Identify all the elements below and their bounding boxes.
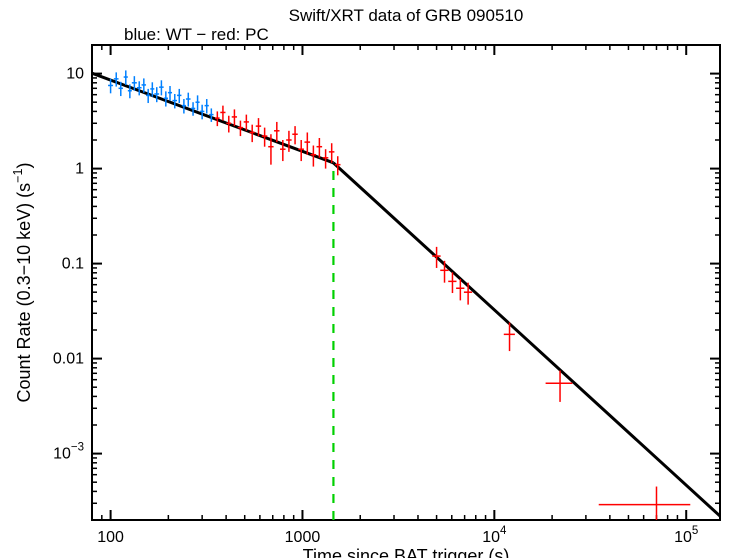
y-tick-label: 1 [75,161,84,178]
x-tick-label: 100 [97,529,124,546]
y-axis-label: Count Rate (0.3−10 keV) (s−1) [11,163,34,403]
chart-title: Swift/XRT data of GRB 090510 [289,6,524,25]
model-line [92,73,333,163]
model-line [333,163,720,516]
x-axis-label: Time since BAT trigger (s) [303,546,510,558]
x-tick-label: 105 [674,525,698,546]
y-tick-label: 10−3 [53,442,84,463]
xrt-lightcurve-figure: 100 1000 104 105 10−3 0.01 0.1 1 10 Swift/XRT dat… [0,0,746,558]
y-tick-label: 10 [66,66,84,83]
plot-frame [92,45,720,520]
chart-subtitle: blue: WT − red: PC [124,25,269,44]
x-tick-label: 104 [482,525,507,546]
x-tick-label: 1000 [285,529,321,546]
y-tick-label: 0.1 [62,256,84,273]
y-tick-label: 0.01 [53,351,84,368]
plot-canvas: 100 1000 104 105 10−3 0.01 0.1 1 10 Swift/XRT dat… [0,0,746,558]
